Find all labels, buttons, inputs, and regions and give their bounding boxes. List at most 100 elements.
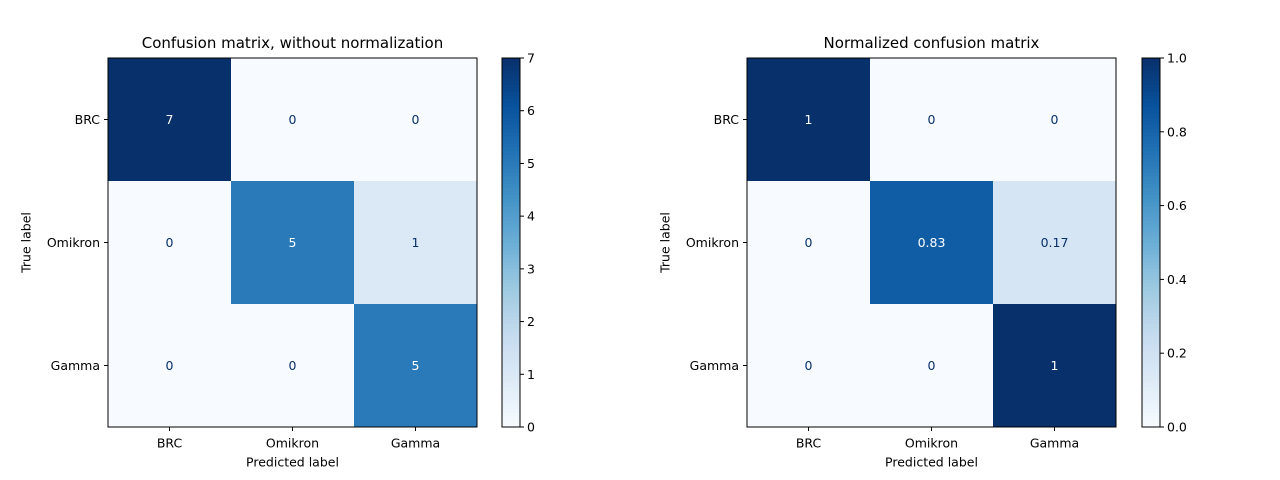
colorbar-segment xyxy=(502,275,520,280)
heatmap-cell-0-2 xyxy=(354,58,478,182)
colorbar-segment xyxy=(502,227,520,233)
colorbar-segment xyxy=(1142,290,1160,295)
cell-value-label: 0 xyxy=(289,358,297,373)
colorbar-segment xyxy=(1142,146,1160,151)
colorbar-segment xyxy=(502,165,520,170)
colorbar-segment xyxy=(1142,334,1160,340)
colorbar-segment xyxy=(502,91,520,96)
colorbar-segment xyxy=(1142,128,1160,133)
colorbar-segment xyxy=(502,301,520,306)
colorbar-segment xyxy=(502,201,520,207)
heatmap-cell-2-1 xyxy=(231,304,355,428)
colorbar-segment xyxy=(1142,157,1160,162)
colorbar-segment xyxy=(502,153,520,159)
colorbar-segment xyxy=(502,408,520,413)
colorbar-segment xyxy=(1142,65,1160,70)
colorbar-segment xyxy=(1142,176,1160,181)
colorbar-segment xyxy=(1142,91,1160,96)
colorbar-segment xyxy=(1142,286,1160,292)
heatmap-cell-1-0 xyxy=(108,181,232,305)
y-tick-label: Gamma xyxy=(51,358,100,373)
colorbar-segment xyxy=(1142,187,1160,192)
colorbar-segment xyxy=(1142,168,1160,173)
colorbar-segment xyxy=(1142,275,1160,280)
colorbar-segment xyxy=(1142,305,1160,310)
colorbar-segment xyxy=(502,419,520,424)
colorbar-segment xyxy=(502,412,520,417)
heatmap-cell-0-0 xyxy=(108,58,232,182)
colorbar-segment xyxy=(1142,235,1160,240)
colorbar-segment xyxy=(502,356,520,362)
colorbar-segment xyxy=(1142,161,1160,166)
colorbar-segment xyxy=(502,190,520,196)
colorbar-segment xyxy=(1142,113,1160,118)
colorbar-segment xyxy=(502,198,520,203)
cell-value-label: 0 xyxy=(928,358,936,373)
colorbar-segment xyxy=(1142,205,1160,210)
colorbar-frame xyxy=(501,57,521,428)
colorbar-segment xyxy=(502,331,520,336)
colorbar-segment xyxy=(1142,105,1160,111)
colorbar-segment xyxy=(1142,390,1160,395)
colorbar-segment xyxy=(502,117,520,122)
colorbar-tick-label: 0.2 xyxy=(1167,346,1187,361)
colorbar-segment xyxy=(502,393,520,399)
colorbar-segment xyxy=(1142,397,1160,402)
colorbar-segment xyxy=(502,231,520,236)
colorbar-segment xyxy=(1142,209,1160,214)
x-axis-label: Predicted label xyxy=(885,455,978,470)
colorbar-segment xyxy=(502,105,520,111)
colorbar-segment xyxy=(502,260,520,266)
colorbar-segment xyxy=(502,397,520,402)
colorbar-segment xyxy=(1142,80,1160,85)
y-tick-label: Omikron xyxy=(47,235,100,250)
cell-value-label: 0.83 xyxy=(918,235,946,250)
heatmap-cell-1-2 xyxy=(354,181,478,305)
colorbar-segment xyxy=(502,294,520,299)
colorbar-segment xyxy=(502,386,520,391)
colorbar-segment xyxy=(1142,183,1160,188)
colorbar-segment xyxy=(1142,165,1160,170)
cell-value-label: 1 xyxy=(412,235,420,250)
colorbar-segment xyxy=(502,69,520,74)
colorbar-segment xyxy=(1142,283,1160,288)
heatmap-cell-0-2 xyxy=(993,58,1117,182)
colorbar-segment xyxy=(502,120,520,126)
colorbar-segment xyxy=(502,375,520,380)
cell-value-label: 0 xyxy=(412,112,420,127)
colorbar-segment xyxy=(1142,323,1160,328)
colorbar-segment xyxy=(1142,61,1160,66)
cell-value-label: 0 xyxy=(166,358,174,373)
colorbar-segment xyxy=(502,316,520,321)
cell-value-label: 0 xyxy=(1051,112,1059,127)
colorbar-segment xyxy=(502,176,520,181)
colorbar-segment xyxy=(502,76,520,81)
colorbar-tick-label: 1 xyxy=(527,367,535,382)
colorbar-segment xyxy=(1142,135,1160,140)
colorbar-segment xyxy=(1142,415,1160,421)
colorbar-segment xyxy=(502,128,520,133)
cell-value-label: 0 xyxy=(166,235,174,250)
colorbar-segment xyxy=(502,312,520,317)
colorbar-segment xyxy=(502,172,520,177)
cell-value-label: 5 xyxy=(289,235,297,250)
y-axis-label: True label xyxy=(658,212,673,274)
colorbar-tick-label: 0 xyxy=(527,420,535,435)
colorbar-segment xyxy=(502,367,520,373)
colorbar-segment xyxy=(1142,257,1160,262)
x-tick-label: BRC xyxy=(796,436,822,451)
colorbar-segment xyxy=(1142,190,1160,196)
colorbar-segment xyxy=(502,87,520,92)
y-tick-label: BRC xyxy=(75,112,101,127)
colorbar-segment xyxy=(1142,109,1160,114)
colorbar-frame xyxy=(1141,57,1161,428)
cell-value-label: 0 xyxy=(805,358,813,373)
colorbar-segment xyxy=(502,187,520,192)
colorbar-segment xyxy=(502,212,520,218)
colorbar-segment xyxy=(502,283,520,288)
colorbar-segment xyxy=(1142,279,1160,284)
colorbar-segment xyxy=(502,279,520,284)
colorbar-segment xyxy=(1142,379,1160,384)
colorbar-segment xyxy=(502,131,520,137)
colorbar-segment xyxy=(502,382,520,388)
